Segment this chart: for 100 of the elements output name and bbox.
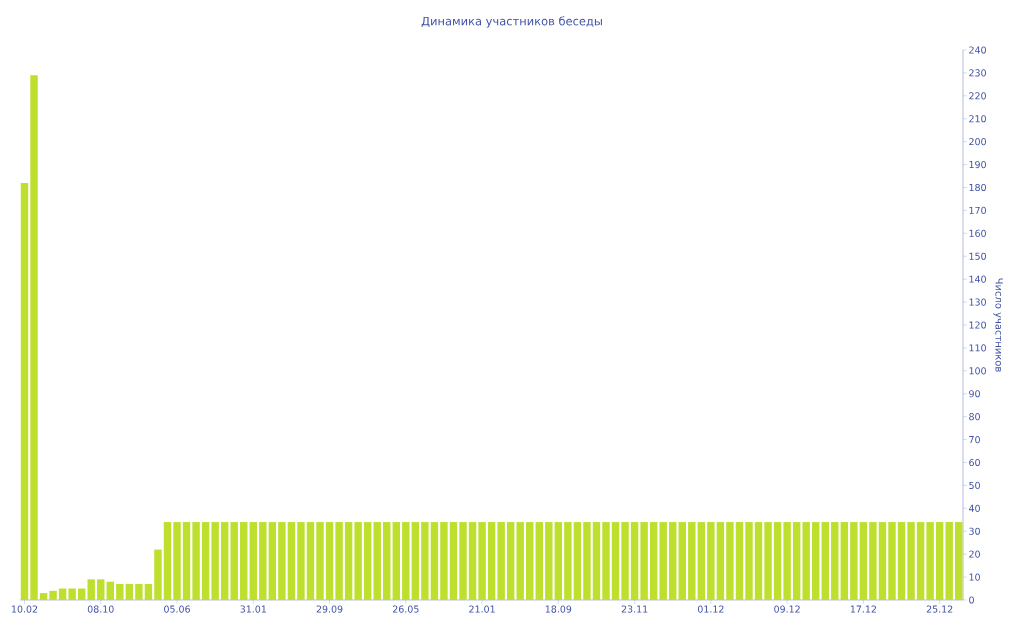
bar [783,522,791,600]
bar [173,522,181,600]
bar [135,583,143,600]
y-tick-label: 30 [969,527,980,535]
bar [440,522,448,600]
bar [487,522,496,600]
y-tick-label: 160 [969,229,986,237]
x-tick-label: 08.10 [87,605,114,613]
bar [39,593,48,600]
bar [707,522,715,600]
bar [220,522,229,600]
bar [316,522,324,600]
y-tick-label: 170 [969,206,986,214]
y-tick-label: 60 [969,458,980,467]
bar [306,522,315,600]
bar [649,522,658,600]
bar [287,522,296,600]
bar [402,522,410,600]
bar [621,522,629,600]
bar [468,522,477,600]
bar [726,522,734,600]
bar [383,522,391,600]
bar [68,588,76,600]
bar [850,522,858,600]
bar [77,588,86,600]
bar [506,522,515,600]
bar [926,522,934,600]
y-tick-label: 230 [969,69,986,77]
y-tick-label: 50 [969,481,980,489]
bar [840,522,849,600]
x-tick-label: 01.12 [697,605,724,613]
x-tick-label: 23.11 [621,605,648,613]
y-axis-title: Число участников [993,278,1003,372]
x-tick-label: 21.01 [469,605,495,613]
bar [916,522,925,600]
y-tick-label: 210 [969,115,986,123]
x-tick-label: 17.12 [850,605,876,613]
bar [392,522,400,600]
y-tick-label: 110 [969,344,986,352]
y-tick-label: 80 [969,413,980,421]
bar [564,522,572,600]
y-tick-label: 180 [969,183,986,192]
bar [516,522,524,600]
bar [478,522,486,600]
bar [20,182,29,600]
bar [611,522,620,600]
bar [859,522,868,600]
bar [201,522,210,600]
y-tick-label: 240 [969,46,986,54]
y-tick-label: 220 [969,92,986,100]
y-tick-label: 130 [969,298,986,306]
bar [945,522,953,600]
bar [716,522,725,600]
bar [812,522,820,600]
bar [230,522,238,600]
bar [630,522,639,600]
y-tick-label: 190 [969,160,986,169]
bar [526,522,534,600]
bar [754,522,763,600]
bar [935,522,944,600]
bar [106,581,114,600]
bar [249,522,257,600]
bar [411,522,420,600]
x-tick-label: 09.12 [774,605,800,613]
bar [87,579,95,600]
bar [49,590,57,600]
bar [125,583,134,600]
bar [802,522,810,600]
bar [344,522,353,600]
bar [688,522,696,600]
bar [897,522,906,600]
y-tick-label: 150 [969,252,986,260]
bar [240,522,248,600]
y-tick-label: 20 [969,550,980,558]
bar [211,522,219,600]
bar [192,522,200,600]
y-tick-label: 100 [969,367,986,375]
chart-title: Динамика участников беседы [421,16,602,28]
bar [144,583,153,600]
bar [430,522,439,600]
x-tick-label: 31.01 [240,605,266,613]
x-tick-label: 18.09 [545,605,572,613]
bar [182,522,191,600]
bar [163,522,172,600]
x-tick-label: 26.05 [392,605,419,613]
y-tick-label: 40 [969,504,980,512]
bar [592,522,601,600]
x-tick-label: 25.12 [926,605,953,613]
y-tick-label: 90 [969,390,980,398]
bar [583,522,591,600]
bar [278,522,286,600]
bar [678,522,686,600]
bar [773,522,782,600]
x-tick-label: 05.06 [164,605,190,613]
bar [297,522,305,600]
bar [831,522,839,600]
bar [669,522,677,600]
bar [497,522,505,600]
bar [363,522,372,600]
y-tick-label: 140 [969,275,986,283]
